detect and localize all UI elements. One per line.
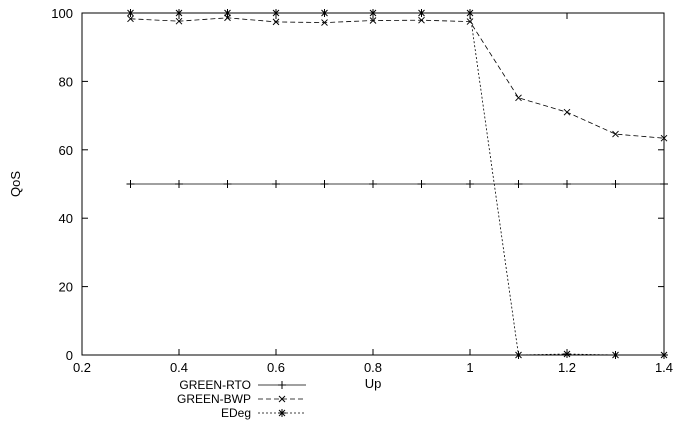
legend-label: EDeg bbox=[221, 406, 251, 420]
data-point-green-bwp bbox=[175, 17, 183, 25]
data-point-green-rto bbox=[320, 180, 329, 188]
legend-entry-green-rto: GREEN-RTO bbox=[179, 378, 306, 392]
legend-label: GREEN-BWP bbox=[177, 392, 251, 406]
data-point-green-rto bbox=[417, 180, 426, 188]
data-point-green-bwp bbox=[272, 18, 280, 26]
data-point-edeg bbox=[660, 351, 668, 359]
data-point-green-rto bbox=[466, 180, 474, 188]
legend-entry-edeg: EDeg bbox=[221, 406, 306, 420]
series-line-green-bwp bbox=[130, 17, 665, 139]
y-tick-label: 100 bbox=[51, 6, 73, 21]
x-tick-label: 0.4 bbox=[170, 360, 188, 375]
legend-marker bbox=[278, 409, 286, 417]
legend-entry-green-bwp: GREEN-BWP bbox=[177, 392, 306, 406]
data-point-edeg bbox=[126, 9, 135, 17]
data-point-green-rto bbox=[611, 180, 620, 188]
data-point-green-bwp bbox=[224, 14, 231, 22]
data-point-green-bwp bbox=[515, 94, 522, 102]
data-point-green-rto bbox=[660, 180, 668, 188]
data-point-edeg bbox=[417, 9, 426, 17]
data-point-edeg bbox=[563, 349, 571, 358]
data-point-edeg bbox=[514, 351, 523, 359]
x-tick-label: 1 bbox=[466, 360, 473, 375]
x-tick-label: 0.6 bbox=[267, 360, 285, 375]
data-point-green-rto bbox=[223, 180, 232, 188]
legend-marker bbox=[278, 381, 286, 389]
data-point-edeg bbox=[272, 9, 280, 17]
data-point-green-rto bbox=[563, 180, 571, 188]
data-point-edeg bbox=[369, 9, 377, 17]
series-green-rto bbox=[126, 180, 668, 188]
data-point-green-rto bbox=[175, 180, 183, 188]
data-point-green-bwp bbox=[127, 15, 134, 23]
x-tick-label: 0.8 bbox=[364, 360, 382, 375]
data-point-green-rto bbox=[126, 180, 135, 188]
data-point-green-bwp bbox=[612, 130, 619, 138]
y-tick-label: 20 bbox=[59, 280, 73, 295]
data-point-green-bwp bbox=[466, 18, 474, 25]
y-tick-label: 0 bbox=[66, 348, 73, 363]
y-tick-label: 60 bbox=[59, 143, 73, 158]
x-tick-label: 1.2 bbox=[558, 360, 576, 375]
series-edeg bbox=[126, 9, 668, 359]
data-point-edeg bbox=[223, 9, 232, 17]
data-point-green-bwp bbox=[418, 16, 425, 24]
data-point-green-rto bbox=[272, 180, 280, 188]
data-point-edeg bbox=[320, 9, 329, 17]
data-point-green-bwp bbox=[369, 17, 377, 24]
x-axis-title: Up bbox=[365, 376, 382, 391]
data-point-green-bwp bbox=[321, 19, 328, 26]
series-line-edeg bbox=[130, 12, 664, 356]
y-tick-label: 80 bbox=[59, 74, 73, 89]
data-point-green-rto bbox=[369, 180, 377, 188]
data-point-green-bwp bbox=[660, 134, 668, 142]
series-layer bbox=[126, 9, 668, 359]
y-axis-title: QoS bbox=[8, 171, 23, 197]
series-green-bwp bbox=[127, 14, 668, 142]
x-tick-label: 0.2 bbox=[73, 360, 91, 375]
data-point-green-rto bbox=[514, 180, 523, 188]
data-point-edeg bbox=[175, 9, 183, 17]
x-tick-label: 1.4 bbox=[655, 360, 673, 375]
axis-ticks: 0.2 0.4 0.6 0.8 1 1.2 1.4 0 20 40 60 80 100 bbox=[51, 6, 673, 375]
legend-marker bbox=[278, 395, 286, 403]
data-point-edeg bbox=[466, 9, 474, 17]
y-tick-label: 40 bbox=[59, 211, 73, 226]
data-point-green-bwp bbox=[563, 108, 571, 116]
legend-label: GREEN-RTO bbox=[179, 378, 251, 392]
data-point-edeg bbox=[611, 351, 620, 359]
